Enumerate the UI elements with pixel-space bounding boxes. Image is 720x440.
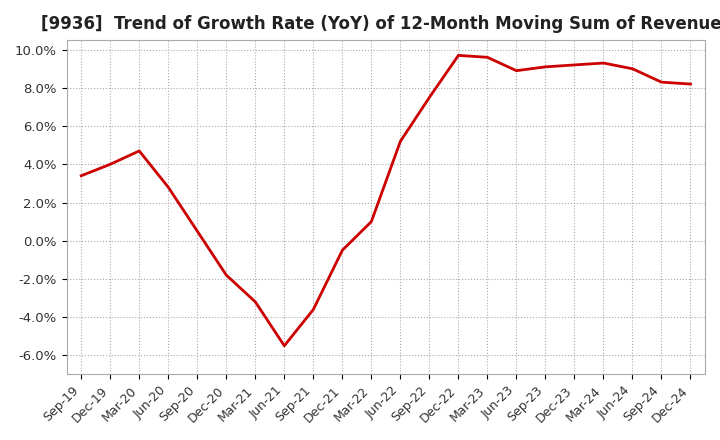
Title: [9936]  Trend of Growth Rate (YoY) of 12-Month Moving Sum of Revenues: [9936] Trend of Growth Rate (YoY) of 12-… — [40, 15, 720, 33]
